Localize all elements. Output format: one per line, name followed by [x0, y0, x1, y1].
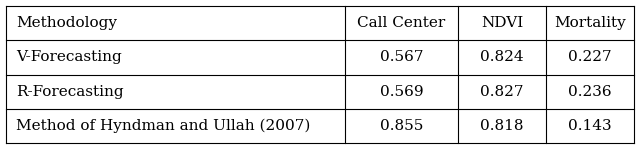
Text: 0.855: 0.855 [380, 119, 423, 133]
Text: Mortality: Mortality [554, 16, 625, 30]
Text: 0.227: 0.227 [568, 50, 611, 64]
Text: R-Forecasting: R-Forecasting [16, 85, 124, 99]
Text: NDVI: NDVI [481, 16, 523, 30]
Text: 0.824: 0.824 [480, 50, 524, 64]
Text: Methodology: Methodology [16, 16, 117, 30]
Text: 0.569: 0.569 [380, 85, 423, 99]
Text: Method of Hyndman and Ullah (2007): Method of Hyndman and Ullah (2007) [16, 119, 310, 133]
Text: 0.143: 0.143 [568, 119, 611, 133]
Text: 0.567: 0.567 [380, 50, 423, 64]
Text: 0.818: 0.818 [480, 119, 524, 133]
Text: V-Forecasting: V-Forecasting [16, 50, 122, 64]
Text: Call Center: Call Center [357, 16, 445, 30]
Text: 0.236: 0.236 [568, 85, 611, 99]
Text: 0.827: 0.827 [480, 85, 524, 99]
